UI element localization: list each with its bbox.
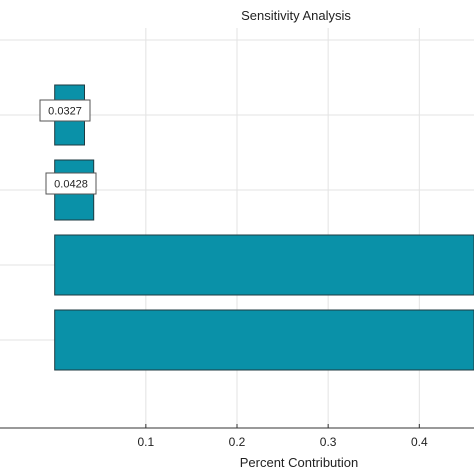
annotation-box [45, 172, 97, 195]
annotation-label: 0.0428 [54, 179, 88, 191]
bar-group [54, 84, 474, 371]
bar [54, 234, 474, 296]
x-tick-labels: 0.1 0.2 0.3 0.4 [138, 424, 428, 449]
x-tick-label: 0.2 [229, 435, 246, 449]
x-tick-label: 0.3 [320, 435, 337, 449]
chart-title: Sensitivity Analysis [241, 8, 351, 23]
x-tick-label: 0.4 [411, 435, 428, 449]
annotation-group: 0.0327 0.0428 [39, 99, 97, 195]
x-axis-title: Percent Contribution [240, 455, 359, 470]
x-tick-label: 0.1 [138, 435, 155, 449]
bar [54, 309, 474, 371]
annotation-label: 0.0327 [48, 106, 82, 118]
annotation-box [39, 99, 91, 122]
